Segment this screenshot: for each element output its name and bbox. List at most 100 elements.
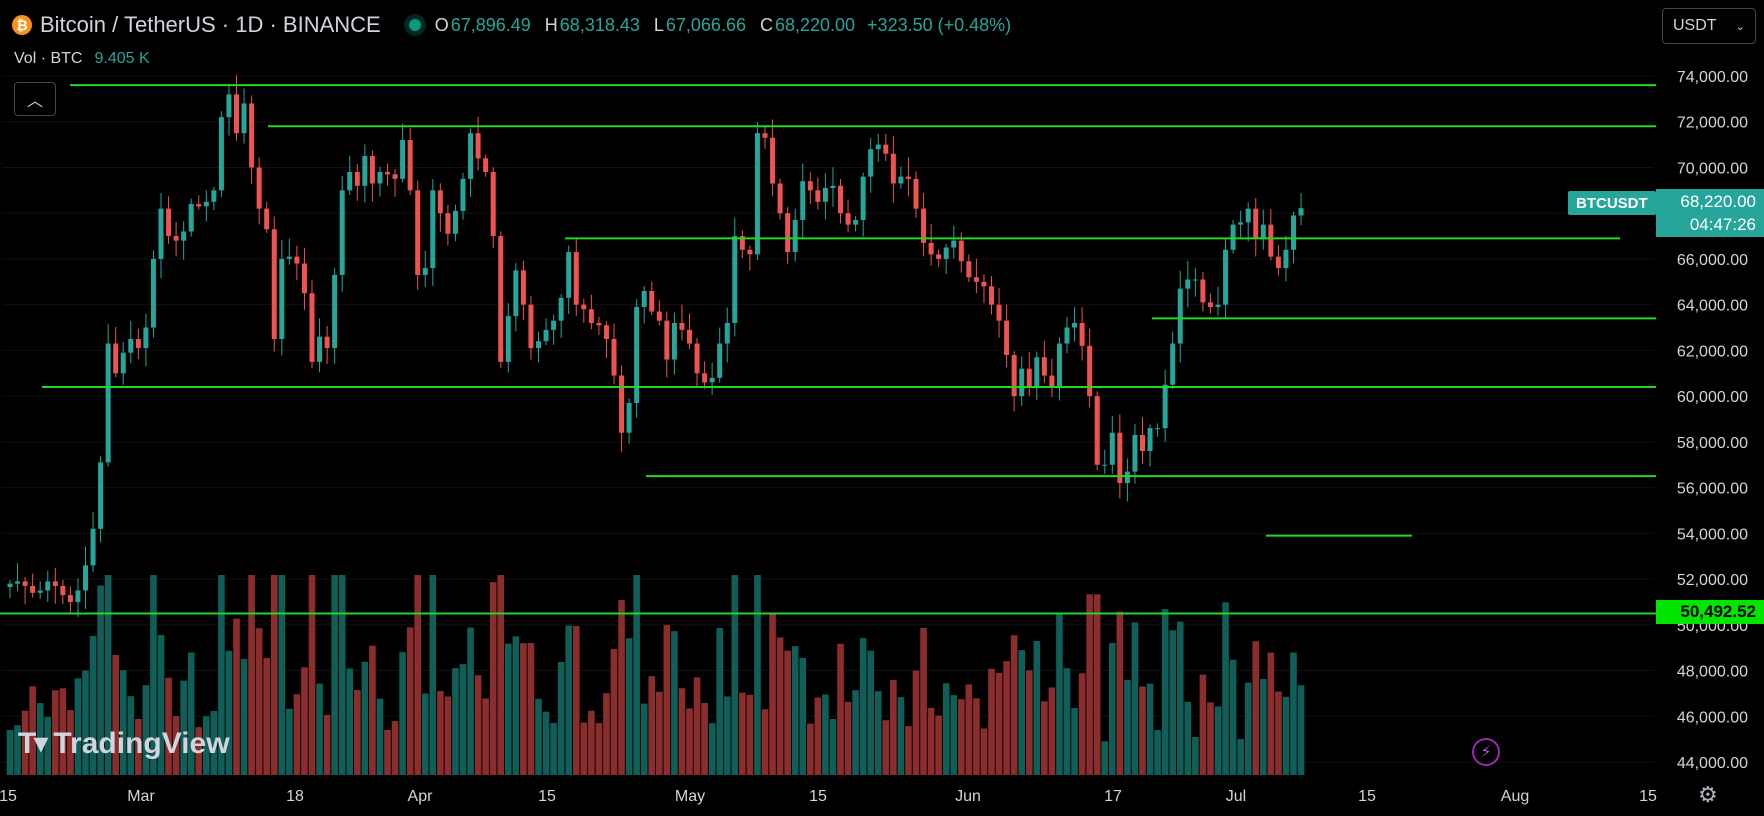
- candle-body: [415, 190, 421, 275]
- volume-bar: [1071, 707, 1078, 775]
- candle-body: [45, 581, 51, 591]
- candle-body: [611, 338, 617, 376]
- candle-body: [732, 236, 738, 323]
- volume-bar: [52, 690, 59, 775]
- candle-body: [452, 210, 458, 234]
- candle-body: [603, 325, 609, 339]
- candle-body: [143, 327, 149, 349]
- candle-body: [37, 590, 43, 593]
- time-tick-label: May: [675, 788, 705, 805]
- candle-body: [498, 236, 504, 362]
- symbol-title[interactable]: Bitcoin / TetherUS · 1D · BINANCE: [40, 12, 381, 37]
- volume-bar: [867, 650, 874, 775]
- volume-bar: [844, 701, 852, 775]
- volume-bar: [1139, 686, 1146, 775]
- volume-bar: [1063, 668, 1071, 775]
- candle-body: [128, 338, 134, 353]
- candle-body: [943, 247, 949, 259]
- tradingview-logo[interactable]: T▾ TradingView: [18, 726, 230, 761]
- candle-body: [1056, 343, 1062, 387]
- candle-body: [264, 208, 270, 230]
- volume-bar: [286, 708, 293, 775]
- gear-icon[interactable]: ⚙: [1698, 782, 1718, 807]
- open-key: O: [434, 14, 449, 35]
- candle-body: [822, 188, 828, 202]
- volume-bar: [859, 637, 867, 775]
- candle-body: [203, 201, 209, 207]
- candle-body: [581, 304, 587, 310]
- volume-bar: [1237, 739, 1244, 775]
- volume-bar: [731, 575, 739, 775]
- volume-bar: [104, 575, 112, 775]
- volume-bar: [572, 625, 580, 775]
- candle-body: [1268, 224, 1274, 257]
- candle-body: [234, 94, 239, 134]
- volume-bar: [399, 652, 406, 775]
- candle-body: [830, 185, 836, 189]
- volume-bar: [678, 688, 686, 775]
- volume-bar: [633, 575, 640, 775]
- candle-body: [354, 172, 360, 186]
- volume-bar: [482, 698, 489, 775]
- volume-bar: [791, 646, 799, 775]
- volume-bar: [89, 636, 97, 775]
- candle-body: [1147, 428, 1153, 452]
- volume-bar: [1154, 730, 1161, 775]
- low-value: 67,066.66: [665, 14, 746, 35]
- candle-body: [347, 172, 353, 191]
- volume-bar: [882, 720, 890, 775]
- candle-body: [22, 581, 28, 586]
- volume-bar: [1192, 737, 1199, 775]
- volume-bar: [203, 716, 210, 775]
- volume-bar: [187, 652, 195, 775]
- volume-bar: [1033, 641, 1041, 775]
- volume-bar: [255, 628, 263, 775]
- volume-bar: [497, 575, 505, 775]
- candle-body: [717, 343, 723, 378]
- collapse-legend-button[interactable]: ︿: [14, 82, 56, 116]
- candle-body: [7, 583, 13, 588]
- candle-body: [634, 306, 640, 403]
- volume-bar: [406, 627, 414, 775]
- time-tick-label: 15: [1639, 788, 1657, 805]
- volume-bar: [1184, 701, 1192, 775]
- price-tick-label: 58,000.00: [1677, 435, 1748, 452]
- volume-bar: [112, 654, 119, 775]
- currency-select[interactable]: USDT ⌄: [1662, 8, 1756, 44]
- volume-bar: [1267, 652, 1275, 775]
- volume-bar: [1048, 687, 1056, 775]
- volume-bar: [59, 688, 67, 775]
- time-tick-label: Jul: [1226, 788, 1246, 805]
- volume-bar: [323, 714, 331, 775]
- candle-body: [921, 208, 927, 243]
- time-tick-label: 17: [1104, 788, 1122, 805]
- lightning-icon[interactable]: ⚡: [1472, 738, 1500, 766]
- volume-bar: [29, 686, 36, 775]
- candle-body: [928, 242, 934, 255]
- volume-bar: [301, 667, 308, 775]
- volume-value: 9.405 K: [94, 50, 150, 67]
- volume-bar: [1290, 652, 1297, 775]
- candle-body: [369, 156, 375, 184]
- candle-body: [1275, 256, 1281, 269]
- candle-body: [520, 270, 526, 305]
- time-tick-label: 15: [538, 788, 556, 805]
- candle-body: [958, 240, 964, 262]
- volume-bar: [807, 723, 814, 775]
- candle-body: [1117, 432, 1123, 484]
- volume-legend[interactable]: Vol · BTC 9.405 K: [14, 50, 150, 68]
- volume-bar: [905, 726, 912, 775]
- volume-bar: [837, 643, 844, 775]
- candle-body: [226, 94, 232, 118]
- volume-bar: [44, 716, 52, 775]
- candle-body: [739, 236, 745, 250]
- volume-bar: [920, 627, 927, 775]
- volume-bar: [716, 628, 723, 775]
- volume-bar: [308, 575, 316, 775]
- candle-body: [989, 286, 994, 305]
- volume-bar: [505, 643, 512, 775]
- volume-bar: [656, 691, 663, 775]
- price-tick-label: 60,000.00: [1677, 389, 1748, 406]
- candle-body: [1094, 396, 1100, 465]
